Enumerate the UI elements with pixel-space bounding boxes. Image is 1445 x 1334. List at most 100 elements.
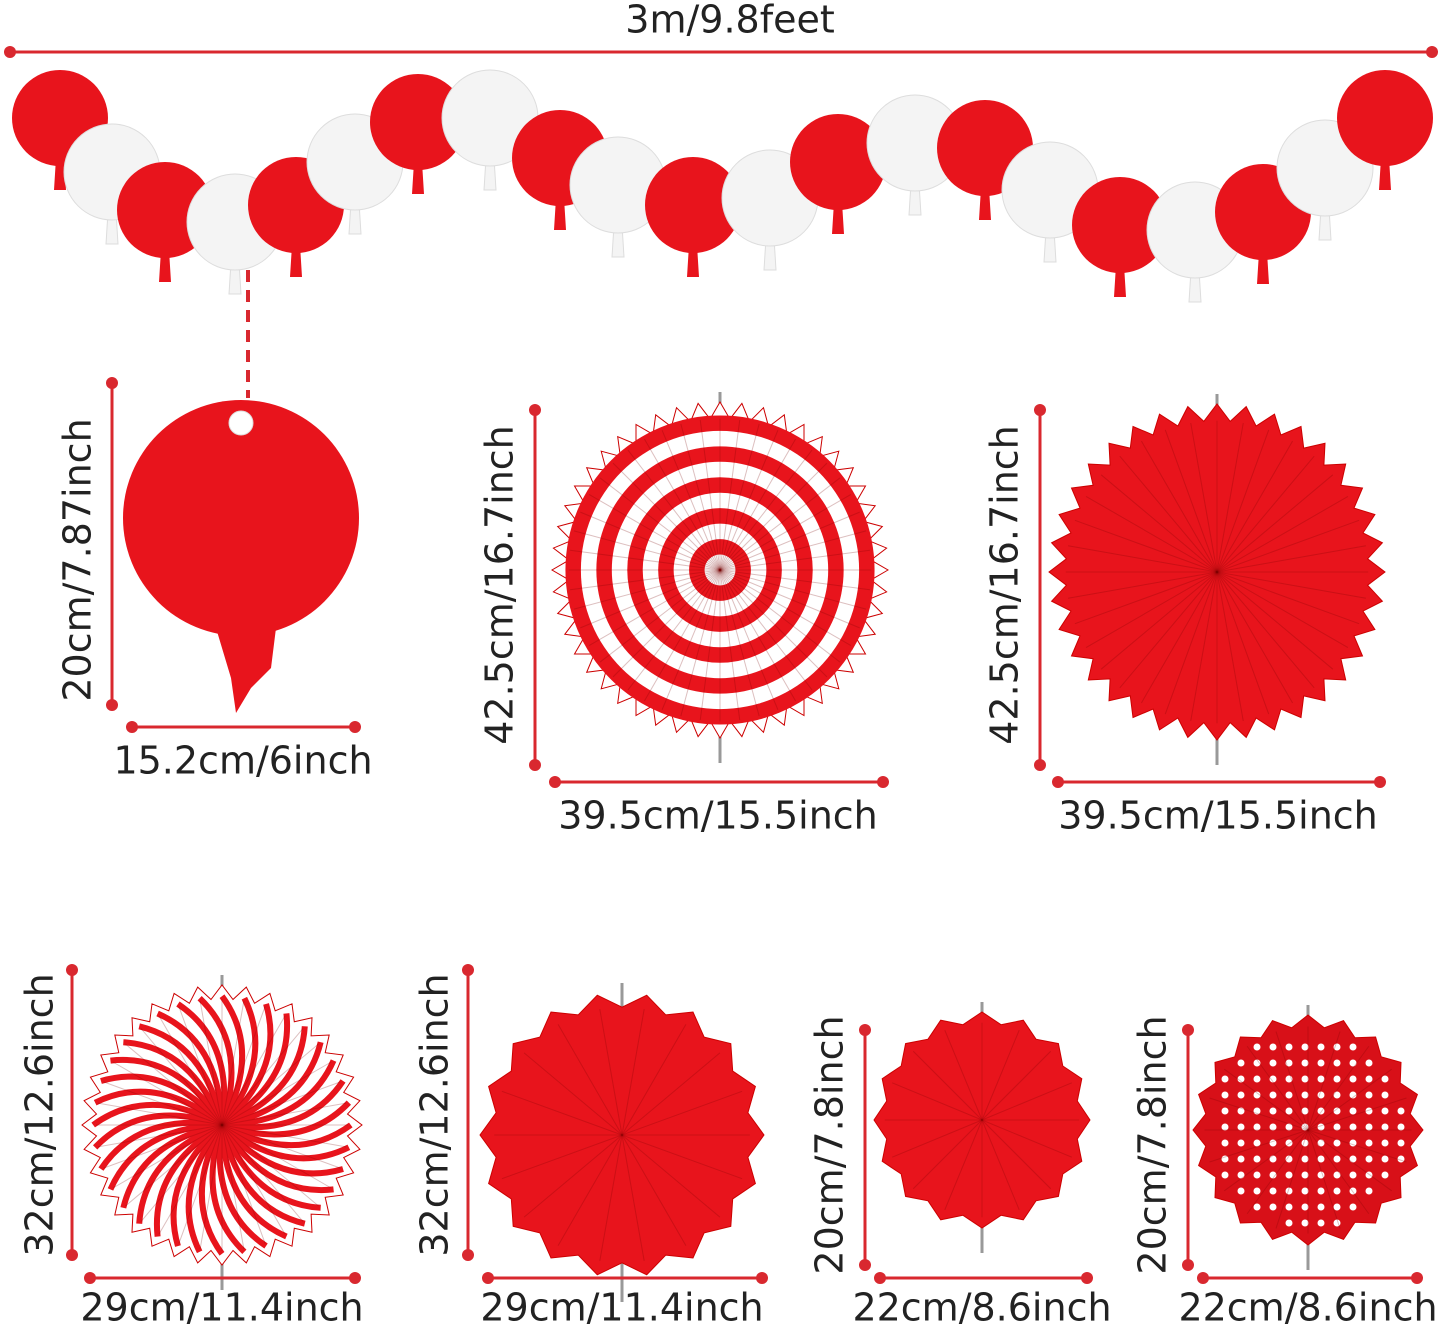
fan-fold	[221, 1124, 341, 1169]
fan-dot	[1349, 1171, 1357, 1179]
height-label: 42.5cm/16.7inch	[478, 425, 522, 745]
balloon	[790, 114, 886, 210]
fan-fold	[221, 1043, 319, 1126]
fan-dot	[1285, 1075, 1293, 1083]
fan-dot	[1253, 1059, 1261, 1067]
line-end	[529, 759, 541, 771]
fan-stripe	[153, 1122, 224, 1237]
line-end	[1182, 1024, 1194, 1036]
hanging-hole	[228, 410, 254, 436]
balloon-tail	[54, 158, 66, 190]
fan-fold	[892, 1119, 983, 1158]
fan-fold	[719, 569, 779, 710]
fan-fold	[1068, 571, 1218, 599]
fan-fold	[599, 477, 721, 571]
balloon-tail	[1114, 265, 1126, 297]
fan-dot	[1269, 1187, 1277, 1195]
garland-length: 3m/9.8feet	[625, 0, 834, 42]
balloon-tail	[1257, 252, 1269, 284]
fan-fold	[221, 1081, 341, 1126]
fan-fold	[140, 1124, 223, 1222]
fan-dot	[1285, 1171, 1293, 1179]
fan-fold	[97, 1124, 223, 1148]
fan-dot	[1317, 1075, 1325, 1083]
fan-fold	[1119, 571, 1218, 689]
fan-dot	[1317, 1139, 1325, 1147]
fan-fold	[1216, 571, 1366, 599]
fan-dot	[1301, 1203, 1309, 1211]
fan-stripe	[221, 1041, 324, 1128]
fan-dot	[1397, 1123, 1405, 1131]
fan-dot	[1333, 1059, 1341, 1067]
fan-stripe	[176, 1001, 228, 1126]
fan-dot	[1381, 1123, 1389, 1131]
fan-dot	[1221, 1171, 1229, 1179]
fan-fold	[221, 1124, 319, 1207]
fan-fold	[1307, 1129, 1393, 1192]
fan-fold	[719, 462, 828, 571]
fan-dot	[1365, 1075, 1373, 1083]
fan-dot	[1365, 1059, 1373, 1067]
fan-stripe	[138, 1023, 225, 1126]
balloon	[1072, 177, 1168, 273]
fan-stripe	[120, 1122, 223, 1209]
fan-stripe	[220, 1026, 308, 1128]
fan-fold	[719, 569, 841, 663]
fan-fold	[580, 569, 721, 629]
fan-stripe	[221, 1059, 337, 1128]
fan-dot	[1317, 1107, 1325, 1115]
fan-stripe	[219, 1124, 288, 1240]
width-label: 39.5cm/15.5inch	[558, 794, 878, 838]
fan-dot	[1365, 1123, 1373, 1131]
balloon	[645, 157, 741, 253]
fan-fold	[661, 430, 721, 571]
fan-fold	[1216, 429, 1270, 573]
fan-stripe	[98, 1119, 223, 1171]
fan-dot	[1301, 1139, 1309, 1147]
fan-fold	[1307, 1129, 1341, 1229]
fan-dot	[1269, 1075, 1277, 1083]
fan-fold	[1275, 1031, 1309, 1131]
fan-dot	[1237, 1091, 1245, 1099]
fan-dot	[1333, 1203, 1341, 1211]
line-end	[1426, 46, 1438, 58]
fan-fold	[221, 1124, 304, 1222]
line-end	[66, 964, 78, 976]
fan-fold	[599, 1009, 623, 1136]
fan-dot	[1381, 1075, 1389, 1083]
fan-fold	[944, 1119, 983, 1210]
fan-fold	[1164, 571, 1218, 715]
fan-fold	[1140, 571, 1218, 704]
fan-dot	[1333, 1091, 1341, 1099]
fan-fold	[573, 530, 721, 571]
fan-fold	[501, 1090, 623, 1136]
line-end	[529, 404, 541, 416]
fan-dot	[1317, 1155, 1325, 1163]
fan-fold	[1307, 1097, 1407, 1131]
fan-stripe	[219, 1123, 334, 1194]
fan-fold	[125, 1124, 223, 1207]
fan-fold	[1164, 429, 1218, 573]
fan-fold	[178, 1006, 223, 1126]
fan-dot	[1381, 1155, 1389, 1163]
balloon	[123, 400, 359, 636]
fan-stripe	[107, 1122, 223, 1191]
fan-fold	[1216, 571, 1270, 715]
fan-fold	[719, 569, 741, 720]
fan-ring	[704, 554, 736, 586]
fan-fold	[221, 1124, 245, 1250]
fan-fold	[580, 511, 721, 571]
fan-fold	[570, 569, 721, 591]
fan-fold	[612, 569, 721, 678]
fan-dot	[1365, 1187, 1373, 1195]
fan-dot	[1349, 1187, 1357, 1195]
fan-dot	[1381, 1171, 1389, 1179]
line-end	[859, 1024, 871, 1036]
fan-fold	[1216, 571, 1360, 625]
width-label: 15.2cm/6inch	[113, 739, 372, 783]
balloon-tail	[832, 202, 844, 234]
fan-dot	[1333, 1187, 1341, 1195]
line-end	[462, 964, 474, 976]
fan-stripe	[92, 1112, 223, 1150]
fan-fold	[719, 569, 760, 717]
